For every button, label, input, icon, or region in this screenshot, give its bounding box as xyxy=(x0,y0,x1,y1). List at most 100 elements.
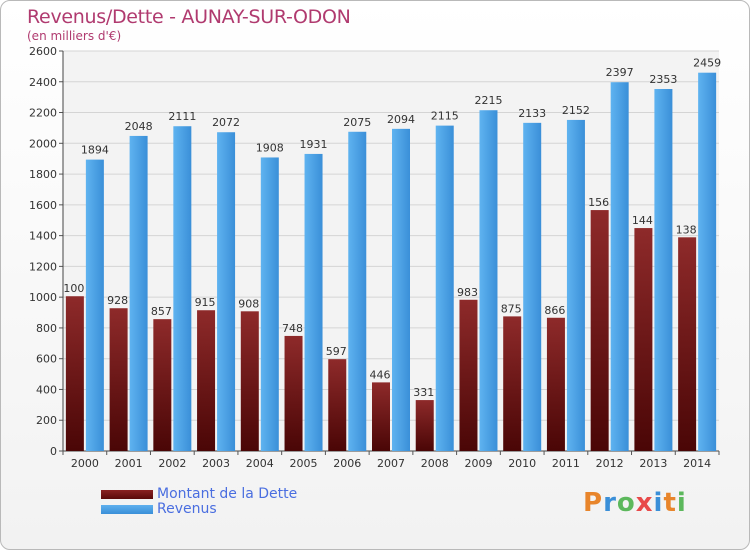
data-label-dette: 138 xyxy=(676,223,697,236)
legend-item-dette: Montant de la Dette xyxy=(101,487,297,502)
bar-revenus xyxy=(392,128,410,451)
plot-area xyxy=(63,51,719,451)
bar-dette xyxy=(197,310,216,451)
bar-dette xyxy=(153,319,172,451)
data-label-revenus: 2353 xyxy=(649,73,677,86)
x-tick-label: 2009 xyxy=(464,457,492,470)
x-tick-label: 2007 xyxy=(377,457,405,470)
bar-revenus xyxy=(654,89,673,451)
logo-letter: i xyxy=(653,488,664,518)
legend-swatch-dette xyxy=(101,490,153,499)
legend-swatch-revenus xyxy=(101,505,153,514)
logo-letter: i xyxy=(676,488,687,518)
bar-dette xyxy=(459,299,478,451)
x-tick-label: 2003 xyxy=(202,457,230,470)
y-tick-label: 1200 xyxy=(29,260,57,273)
y-tick-label: 2000 xyxy=(29,137,57,150)
data-label-dette: 156 xyxy=(588,196,609,209)
data-label-revenus: 2048 xyxy=(125,120,153,133)
bar-revenus xyxy=(85,159,104,451)
bar-revenus xyxy=(304,153,323,451)
bar-dette xyxy=(503,316,522,451)
data-label-revenus: 2215 xyxy=(474,94,502,107)
data-label-revenus: 2397 xyxy=(606,66,634,79)
x-tick-label: 2013 xyxy=(639,457,667,470)
bar-dette xyxy=(590,210,609,451)
y-tick-label: 600 xyxy=(36,353,57,366)
bar-dette xyxy=(415,400,434,451)
x-tick-label: 2011 xyxy=(552,457,580,470)
x-tick-label: 2002 xyxy=(158,457,186,470)
bar-dette xyxy=(634,228,653,451)
bar-revenus xyxy=(173,126,192,451)
bar-revenus xyxy=(348,131,367,451)
bar-revenus xyxy=(610,82,629,451)
proxiti-logo: Proxiti xyxy=(583,488,687,518)
logo-letter: t xyxy=(663,488,677,518)
data-label-dette: 983 xyxy=(457,286,478,299)
bar-dette xyxy=(284,335,303,451)
data-label-revenus: 1894 xyxy=(81,144,109,157)
bar-revenus xyxy=(566,119,585,451)
y-tick-label: 2200 xyxy=(29,107,57,120)
x-tick-label: 2005 xyxy=(290,457,318,470)
data-label-revenus: 2075 xyxy=(343,116,371,129)
y-tick-label: 1400 xyxy=(29,230,57,243)
y-tick-label: 2400 xyxy=(29,76,57,89)
bar-revenus xyxy=(523,122,542,451)
bar-dette xyxy=(65,296,84,451)
bar-revenus xyxy=(260,157,279,451)
legend-item-revenus: Revenus xyxy=(101,502,297,517)
data-label-dette: 866 xyxy=(544,304,565,317)
x-tick-label: 2006 xyxy=(333,457,361,470)
data-label-dette: 331 xyxy=(413,386,434,399)
bar-revenus xyxy=(479,110,498,451)
bar-dette xyxy=(546,317,565,451)
y-tick-label: 0 xyxy=(50,445,57,458)
data-label-revenus: 1931 xyxy=(300,138,328,151)
data-label-revenus: 2094 xyxy=(387,113,415,126)
data-label-dette: 908 xyxy=(238,297,259,310)
data-label-dette: 857 xyxy=(151,305,172,318)
x-tick-label: 2010 xyxy=(508,457,536,470)
y-tick-label: 800 xyxy=(36,322,57,335)
data-label-revenus: 2152 xyxy=(562,104,590,117)
chart-title: Revenus/Dette - AUNAY-SUR-ODON xyxy=(27,6,351,28)
bar-dette xyxy=(109,308,128,451)
data-label-revenus: 2115 xyxy=(431,110,459,123)
data-label-dette: 915 xyxy=(195,296,216,309)
chart-subtitle: (en milliers d'€) xyxy=(27,29,122,43)
data-label-revenus: 1908 xyxy=(256,141,284,154)
data-label-dette: 928 xyxy=(107,294,128,307)
data-label-revenus: 2072 xyxy=(212,116,240,129)
bar-revenus xyxy=(435,125,454,451)
bar-dette xyxy=(678,237,697,451)
data-label-dette: 748 xyxy=(282,322,303,335)
y-tick-label: 200 xyxy=(36,414,57,427)
y-tick-label: 1800 xyxy=(29,168,57,181)
logo-letter: x xyxy=(635,488,654,518)
bar-revenus xyxy=(129,135,148,451)
logo-letter: P xyxy=(583,488,604,518)
bar-dette xyxy=(240,311,259,451)
bar-revenus xyxy=(698,72,717,451)
legend-label-revenus: Revenus xyxy=(157,501,217,517)
y-tick-label: 1600 xyxy=(29,199,57,212)
bar-revenus xyxy=(217,132,236,451)
logo-letter: r xyxy=(603,488,617,518)
data-label-revenus: 2133 xyxy=(518,107,546,120)
data-label-dette: 144 xyxy=(632,214,653,227)
bar-dette xyxy=(372,382,390,451)
y-tick-label: 2600 xyxy=(29,45,57,58)
legend: Montant de la Dette Revenus xyxy=(101,487,297,517)
bar-dette xyxy=(328,359,347,451)
data-label-dette: 875 xyxy=(501,302,522,315)
x-tick-label: 2014 xyxy=(683,457,711,470)
x-tick-label: 2008 xyxy=(421,457,449,470)
data-label-dette: 597 xyxy=(326,345,347,358)
x-tick-label: 2004 xyxy=(246,457,274,470)
data-label-dette: 100 xyxy=(63,282,84,295)
y-tick-label: 1000 xyxy=(29,291,57,304)
